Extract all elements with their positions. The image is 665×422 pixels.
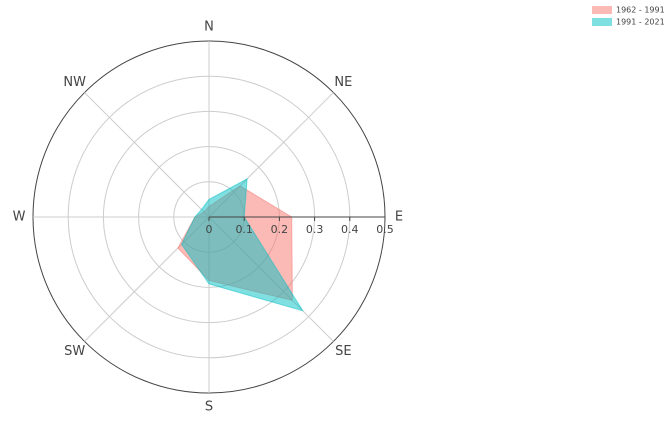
- area: [181, 178, 304, 312]
- legend-label: 1962 - 1991: [616, 6, 665, 15]
- spoke: [84, 92, 210, 218]
- legend-label: 1991 - 2021: [616, 18, 665, 27]
- angular-label: SW: [64, 344, 85, 359]
- angular-label: W: [13, 210, 26, 225]
- radial-tick-label: 0.5: [376, 223, 394, 236]
- angular-label: NE: [334, 75, 352, 90]
- angular-label: N: [204, 20, 214, 35]
- radial-tick-label: 0.3: [306, 223, 324, 236]
- radial-tick-label: 0.4: [341, 223, 359, 236]
- legend-swatch: [592, 18, 612, 26]
- angular-label: S: [205, 400, 213, 415]
- legend-swatch: [592, 6, 612, 14]
- radial-tick-label: 0: [206, 223, 213, 236]
- radial-tick-label: 0.1: [235, 223, 253, 236]
- angular-label: SE: [335, 344, 351, 359]
- radial-tick-label: 0.2: [271, 223, 289, 236]
- angular-label: NW: [63, 75, 86, 90]
- angular-label: E: [395, 210, 403, 225]
